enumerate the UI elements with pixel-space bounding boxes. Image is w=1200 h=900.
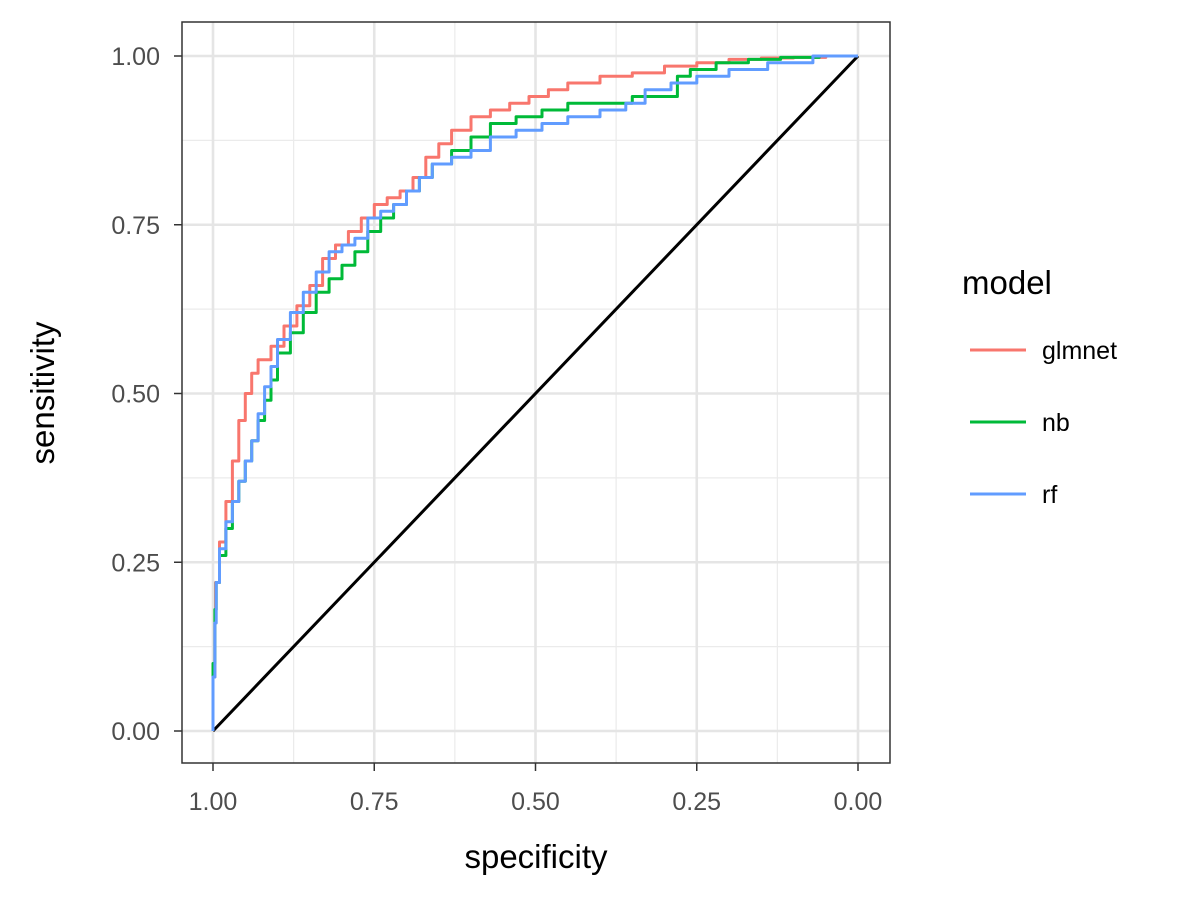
x-tick-label: 0.25 (672, 788, 721, 816)
y-tick-label: 0.00 (111, 718, 160, 746)
x-tick-label: 0.50 (511, 788, 560, 816)
x-tick-label: 0.00 (834, 788, 883, 816)
y-axis-title: sensitivity (24, 321, 61, 465)
y-tick-label: 0.25 (111, 549, 160, 577)
series-lines (211, 54, 858, 731)
y-axis: 0.00 0.25 0.50 0.75 1.00 (111, 43, 182, 746)
legend-title: model (962, 264, 1052, 301)
series-line-rf (211, 54, 858, 731)
series-line-glmnet (211, 54, 858, 731)
y-tick-label: 0.50 (111, 381, 160, 409)
legend-label-rf: rf (1042, 481, 1057, 509)
legend: model glmnet nb rf (962, 264, 1117, 509)
x-tick-label: 0.75 (350, 788, 399, 816)
legend-label-nb: nb (1042, 409, 1070, 437)
plot-panel (181, 21, 891, 764)
y-tick-label: 1.00 (111, 43, 160, 71)
y-tick-label: 0.75 (111, 212, 160, 240)
x-tick-label: 1.00 (189, 788, 238, 816)
legend-items: glmnet nb rf (970, 337, 1117, 509)
x-axis: 1.00 0.75 0.50 0.25 0.00 (189, 763, 883, 816)
x-axis-title: specificity (464, 838, 608, 875)
reference-line (211, 54, 860, 733)
legend-label-glmnet: glmnet (1042, 337, 1117, 365)
reference-diagonal (211, 54, 860, 733)
